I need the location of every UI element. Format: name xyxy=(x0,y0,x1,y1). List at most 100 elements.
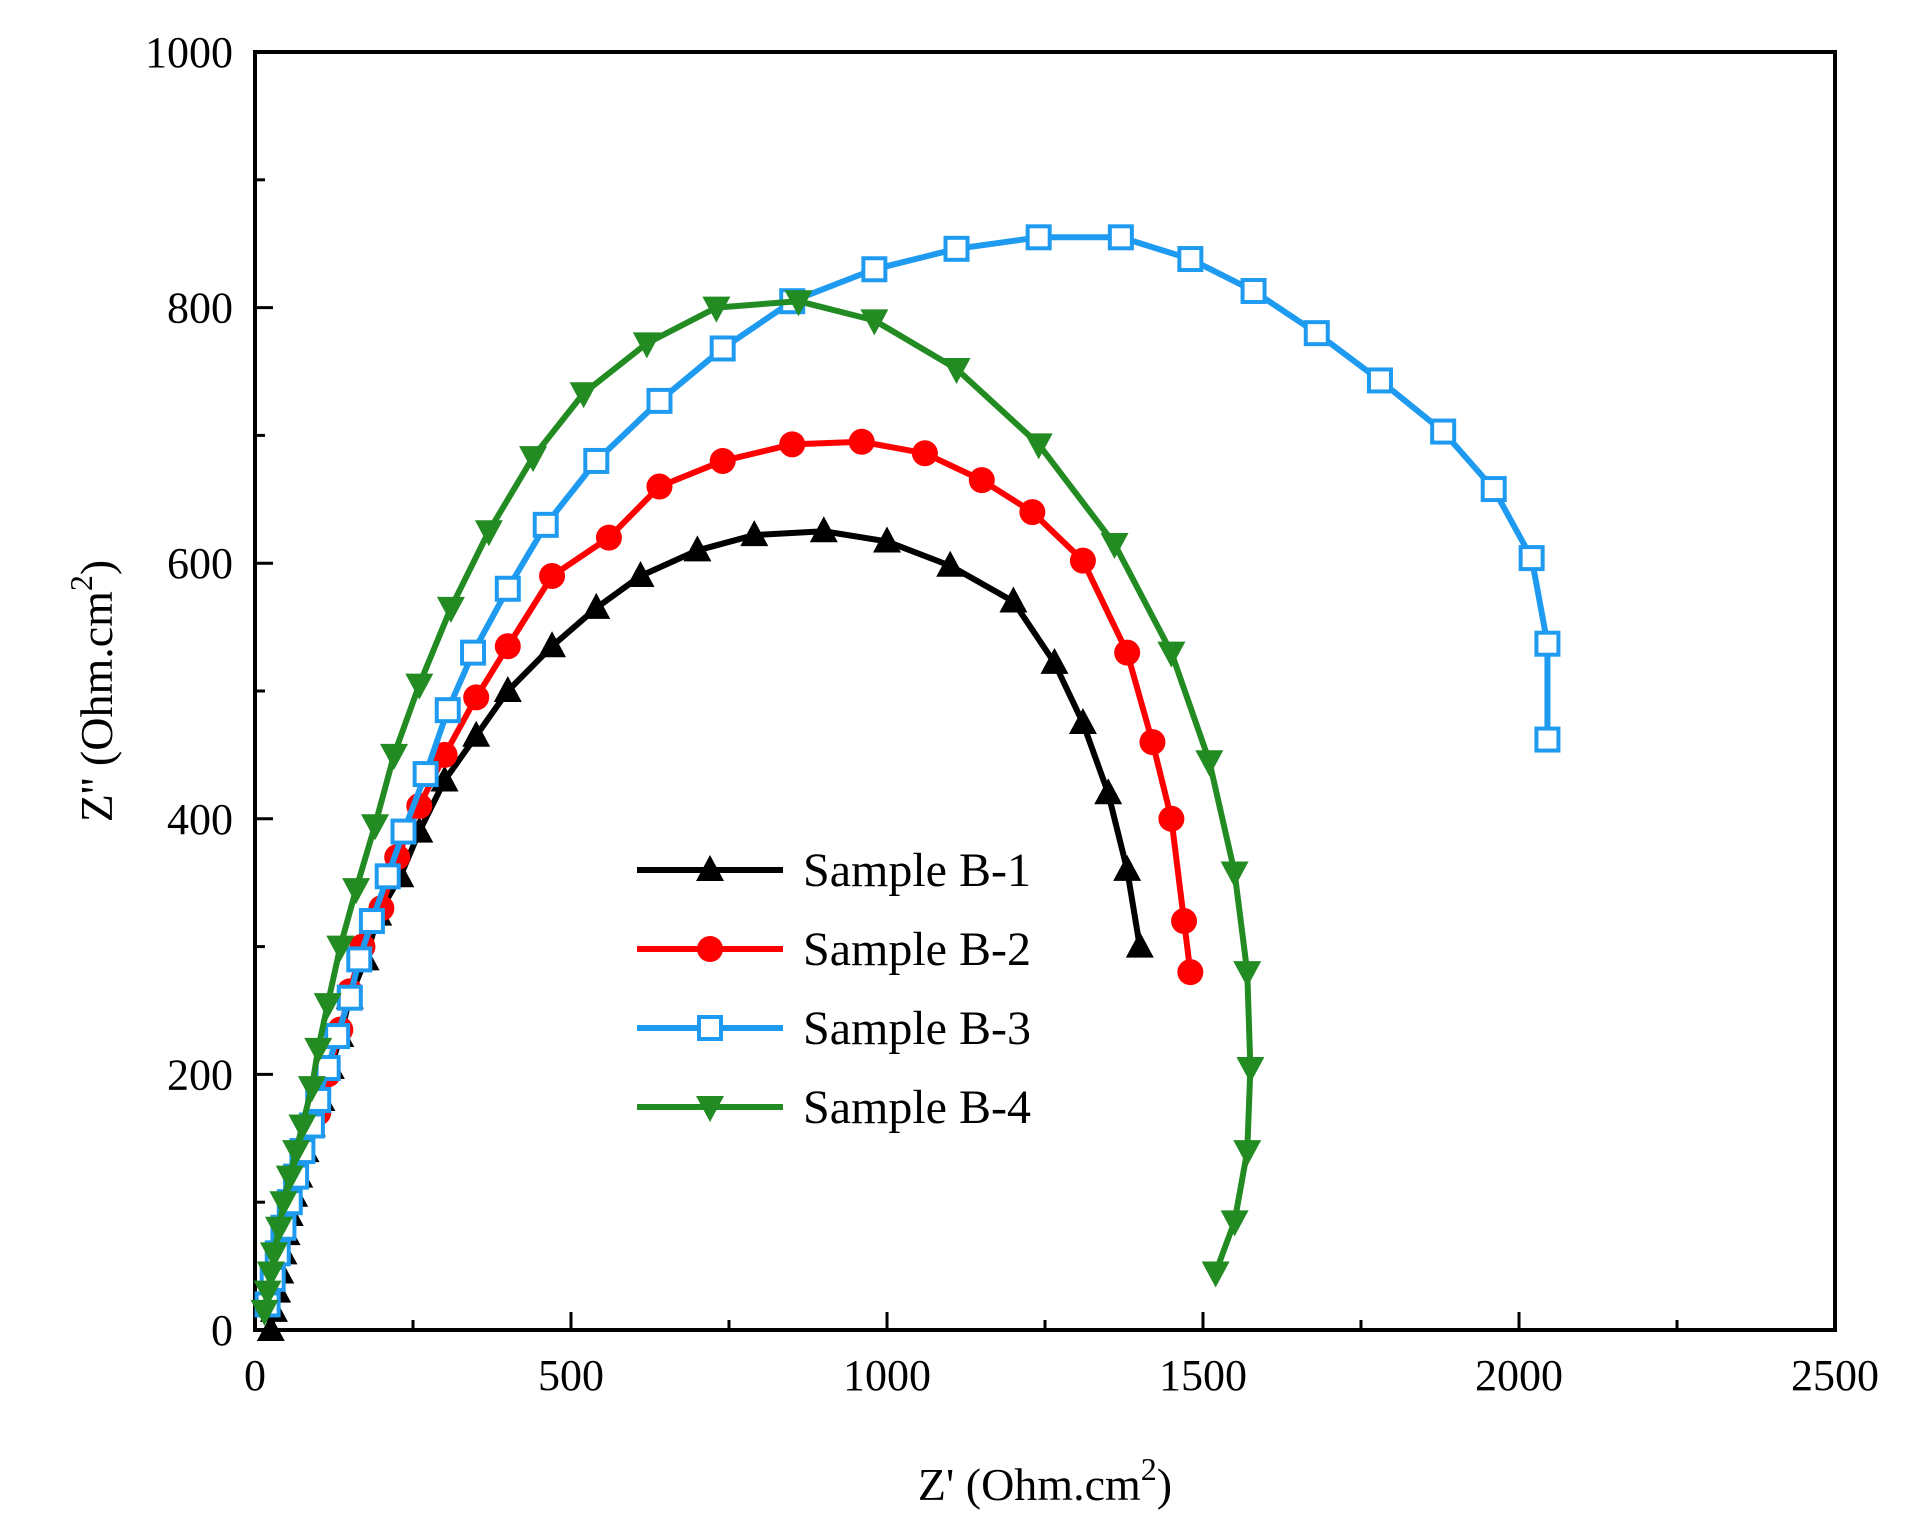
data-point xyxy=(358,908,385,935)
data-point xyxy=(275,1165,304,1192)
x-axis-title: Z' (Ohm.cm2) xyxy=(918,1451,1172,1510)
data-point xyxy=(297,1076,326,1103)
legend-item-sample-b-4: Sample B-4 xyxy=(637,1081,1031,1134)
x-tick-label: 1500 xyxy=(1159,1351,1247,1400)
y-tick-label: 200 xyxy=(167,1050,233,1099)
data-point xyxy=(683,535,712,562)
y-tick-label: 0 xyxy=(211,1306,233,1355)
data-point xyxy=(538,631,567,658)
data-point xyxy=(943,235,970,262)
plot-frame xyxy=(253,50,1837,1332)
data-point xyxy=(405,673,434,700)
data-point xyxy=(702,296,731,323)
data-point xyxy=(1019,499,1046,526)
data-point xyxy=(1303,320,1330,347)
y-tick-label: 400 xyxy=(167,795,233,844)
data-point xyxy=(1068,707,1097,734)
data-point xyxy=(256,1315,285,1341)
legend-label: Sample B-1 xyxy=(803,844,1031,897)
data-point xyxy=(436,596,465,623)
data-point xyxy=(460,639,487,666)
data-point xyxy=(1094,778,1123,805)
data-point xyxy=(539,562,566,589)
data-point xyxy=(861,256,888,283)
data-point xyxy=(380,743,409,770)
data-point xyxy=(1240,277,1267,304)
data-point xyxy=(1125,931,1154,958)
data-point xyxy=(784,290,813,317)
data-point xyxy=(1171,908,1198,935)
data-point xyxy=(1114,639,1141,666)
data-point xyxy=(1040,647,1069,674)
data-point xyxy=(313,993,342,1020)
data-point xyxy=(968,467,995,494)
data-point xyxy=(1107,224,1134,251)
data-point xyxy=(873,526,901,553)
data-point xyxy=(282,1140,311,1167)
legend-marker xyxy=(697,1015,723,1041)
data-point xyxy=(779,431,806,458)
data-point xyxy=(583,447,610,474)
data-point xyxy=(1177,246,1204,273)
data-point xyxy=(709,335,736,362)
data-point xyxy=(336,984,363,1011)
data-point xyxy=(1236,1057,1265,1084)
legend-item-sample-b-2: Sample B-2 xyxy=(637,923,1031,976)
series-line xyxy=(264,234,1551,1306)
legend-marker xyxy=(697,936,723,962)
y-axis-title: Z'' (Ohm.cm2) xyxy=(63,560,122,823)
tick-labels: 0 500 1000 1500 2000 2500 0 200 400 600 800 1000 xyxy=(145,28,1879,1400)
legend-label: Sample B-2 xyxy=(803,923,1031,976)
data-point xyxy=(999,586,1028,613)
data-point xyxy=(463,684,490,711)
data-point xyxy=(632,332,661,359)
y-tick-label: 600 xyxy=(167,539,233,588)
data-point xyxy=(1534,630,1561,657)
x-tick-label: 0 xyxy=(244,1351,266,1400)
data-point xyxy=(1233,961,1262,988)
data-point xyxy=(412,761,439,788)
data-point xyxy=(1220,1210,1249,1237)
data-point xyxy=(626,560,655,587)
data-point xyxy=(256,1261,285,1288)
data-point xyxy=(1025,224,1052,251)
x-tick-label: 500 xyxy=(538,1351,604,1400)
data-point xyxy=(709,447,736,474)
data-point xyxy=(265,1216,294,1243)
data-point xyxy=(519,446,548,473)
data-point xyxy=(1430,418,1457,445)
data-point xyxy=(1177,959,1204,986)
data-point xyxy=(582,592,611,619)
data-point xyxy=(911,440,938,467)
y-tick-label: 800 xyxy=(167,284,233,333)
data-point xyxy=(942,357,971,384)
data-point xyxy=(250,1299,279,1326)
data-point xyxy=(324,1023,351,1050)
data-point xyxy=(374,863,401,890)
data-point xyxy=(493,676,522,702)
x-tick-label: 2000 xyxy=(1475,1351,1563,1400)
data-point xyxy=(1113,854,1142,881)
legend: Sample B-1 Sample B-2 Sample B-3 Sample B-4 xyxy=(637,844,1031,1134)
data-point xyxy=(326,935,355,962)
data-point xyxy=(595,524,622,551)
legend-item-sample-b-1: Sample B-1 xyxy=(637,844,1031,897)
data-point xyxy=(1195,750,1224,777)
data-point xyxy=(1201,1261,1230,1288)
data-point xyxy=(304,1037,333,1064)
series-sample-b-4 xyxy=(250,290,1265,1326)
legend-item-sample-b-3: Sample B-3 xyxy=(637,1002,1031,1055)
legend-label: Sample B-3 xyxy=(803,1002,1031,1055)
data-point xyxy=(390,818,417,845)
data-point xyxy=(532,511,559,538)
data-point xyxy=(494,575,521,602)
data-point xyxy=(1100,533,1129,560)
legend-label: Sample B-4 xyxy=(803,1081,1031,1134)
y-tick-label: 1000 xyxy=(145,28,233,77)
data-point xyxy=(740,520,769,547)
data-point xyxy=(1534,726,1561,753)
legend-marker xyxy=(696,1096,724,1122)
data-point xyxy=(936,550,965,577)
data-point xyxy=(569,382,598,409)
data-point xyxy=(269,1191,298,1218)
